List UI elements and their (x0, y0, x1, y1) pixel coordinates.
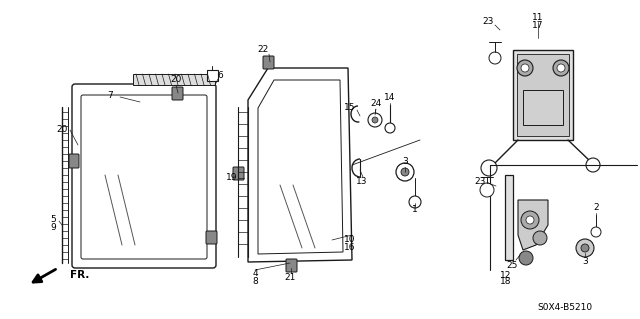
Text: 20: 20 (170, 76, 182, 85)
Text: 9: 9 (50, 224, 56, 233)
Text: 16: 16 (344, 243, 356, 253)
Text: 25: 25 (506, 261, 518, 270)
Bar (513, 50, 573, 140)
Circle shape (480, 183, 494, 197)
FancyBboxPatch shape (263, 56, 274, 69)
Circle shape (533, 231, 547, 245)
Text: 10: 10 (344, 235, 356, 244)
FancyBboxPatch shape (172, 87, 183, 100)
Polygon shape (258, 80, 343, 254)
Text: 17: 17 (532, 21, 544, 31)
Circle shape (372, 117, 378, 123)
Text: 1: 1 (412, 205, 418, 214)
Text: 12: 12 (500, 271, 512, 279)
Circle shape (526, 216, 534, 224)
Text: 5: 5 (50, 216, 56, 225)
Polygon shape (248, 68, 352, 262)
Polygon shape (518, 200, 548, 250)
FancyBboxPatch shape (233, 167, 244, 180)
Circle shape (581, 244, 589, 252)
Circle shape (368, 113, 382, 127)
Text: 2: 2 (593, 204, 599, 212)
Text: 19: 19 (227, 174, 237, 182)
Circle shape (409, 196, 421, 208)
Circle shape (489, 52, 501, 64)
Text: 11: 11 (532, 13, 544, 23)
Circle shape (521, 64, 529, 72)
Circle shape (481, 160, 497, 176)
Text: 6: 6 (217, 70, 223, 79)
Circle shape (591, 227, 601, 237)
Text: 13: 13 (356, 177, 368, 187)
FancyBboxPatch shape (72, 84, 216, 268)
Circle shape (576, 239, 594, 257)
Circle shape (519, 251, 533, 265)
Text: 24: 24 (371, 100, 381, 108)
Circle shape (557, 64, 565, 72)
Circle shape (517, 60, 533, 76)
Circle shape (553, 60, 569, 76)
Text: 22: 22 (257, 46, 269, 55)
Text: 4: 4 (252, 270, 258, 278)
FancyBboxPatch shape (206, 231, 217, 244)
FancyBboxPatch shape (81, 95, 207, 259)
Text: 15: 15 (344, 102, 356, 112)
Text: 21: 21 (284, 273, 296, 283)
Text: FR.: FR. (70, 270, 90, 280)
Circle shape (586, 158, 600, 172)
FancyBboxPatch shape (69, 154, 79, 168)
Text: 7: 7 (107, 91, 113, 100)
Bar (133, 74, 215, 85)
Text: 20: 20 (56, 125, 68, 135)
Bar (523, 90, 563, 125)
Text: 14: 14 (384, 93, 396, 102)
Text: S0X4-B5210: S0X4-B5210 (538, 302, 593, 311)
Text: 23: 23 (474, 177, 486, 187)
Bar (505, 175, 513, 260)
Bar (207, 70, 218, 81)
Circle shape (385, 123, 395, 133)
FancyBboxPatch shape (286, 259, 297, 272)
Text: 18: 18 (500, 278, 512, 286)
Text: 3: 3 (402, 158, 408, 167)
Text: 8: 8 (252, 277, 258, 286)
Text: 23: 23 (483, 18, 493, 26)
Circle shape (396, 163, 414, 181)
Bar (517, 54, 569, 136)
Circle shape (401, 168, 409, 176)
Circle shape (521, 211, 539, 229)
Text: 3: 3 (582, 257, 588, 266)
